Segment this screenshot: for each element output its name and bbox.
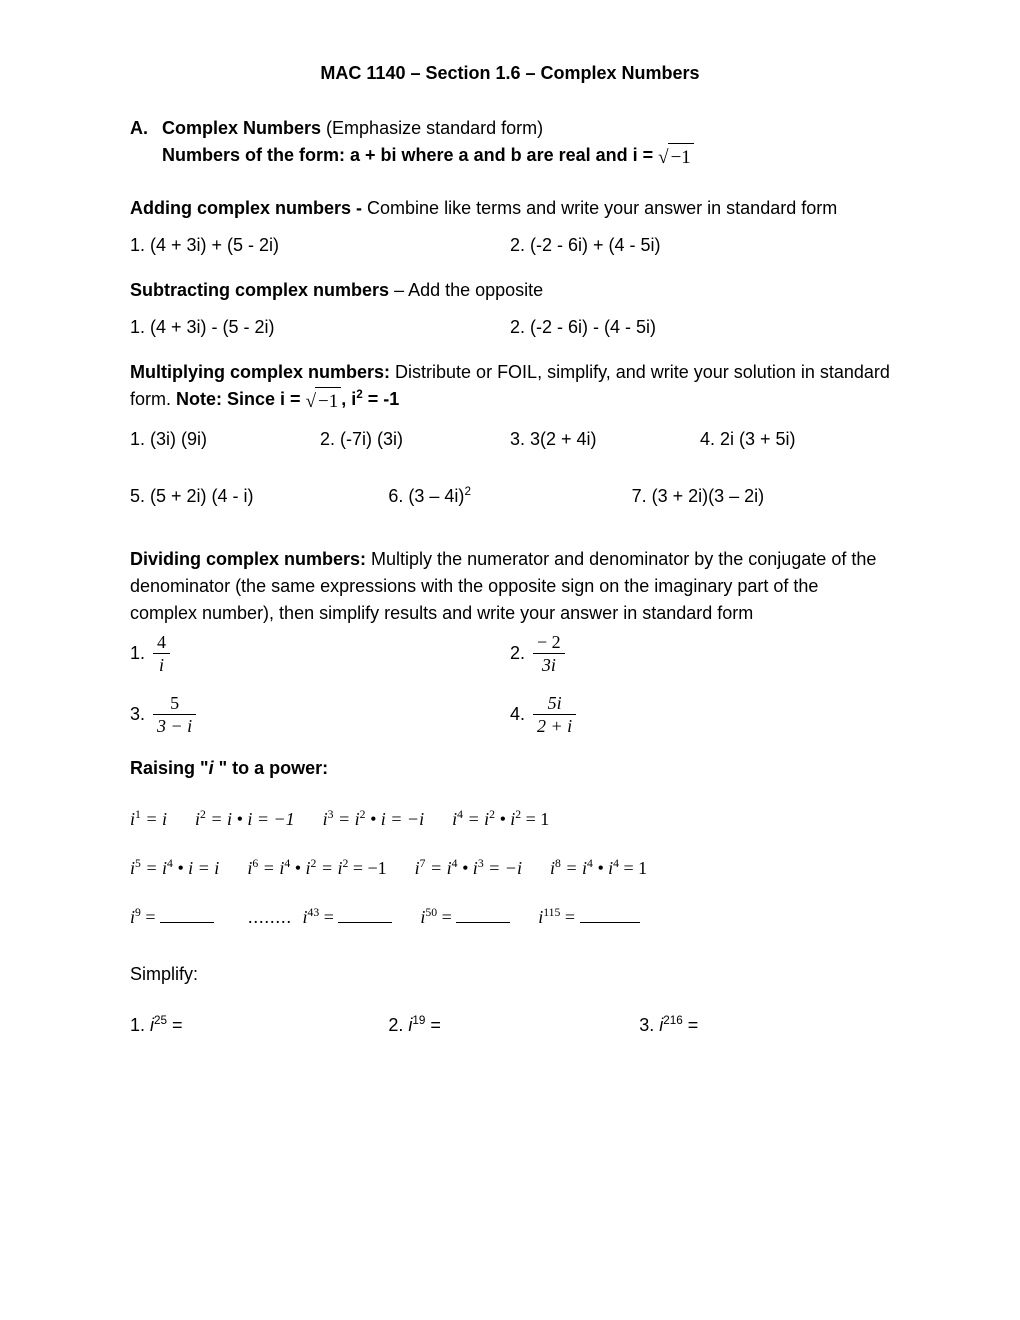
subtracting-head: Subtracting complex numbers – Add the op… xyxy=(130,277,890,304)
sqrt-neg1-2: −1 xyxy=(306,387,342,417)
div-row2: 3. 53 − i 4. 5i2 + i xyxy=(130,694,890,735)
div-row1: 1. 4i 2. − 23i xyxy=(130,633,890,674)
subtracting-problems: 1. (4 + 3i) - (5 - 2i) 2. (-2 - 6i) - (4… xyxy=(130,314,890,341)
pr3-d: i115 = xyxy=(538,904,639,931)
pr3-dots: ........ i43 = xyxy=(242,904,392,931)
adding-rest: Combine like terms and write your answer… xyxy=(367,198,837,218)
simplify-row: 1. i25 = 2. i19 = 3. i216 = xyxy=(130,1012,890,1039)
pr1-b: i2 = i • i = −1 xyxy=(195,806,295,833)
mult-r2-3: 7. (3 + 2i)(3 – 2i) xyxy=(632,483,890,510)
complex-numbers-label: Complex Numbers xyxy=(162,118,321,138)
mult-r2-1: 5. (5 + 2i) (4 - i) xyxy=(130,483,388,510)
section-a-line1: Complex Numbers (Emphasize standard form… xyxy=(162,115,890,142)
div-item-4: 4. 5i2 + i xyxy=(510,694,890,735)
div-item-3: 3. 53 − i xyxy=(130,694,510,735)
subtracting-p1: 1. (4 + 3i) - (5 - 2i) xyxy=(130,314,510,341)
pr3-a: i9 = xyxy=(130,904,214,931)
sqrt-neg1: −1 xyxy=(658,143,694,173)
mult-r1-4: 4. 2i (3 + 5i) xyxy=(700,426,890,453)
power-row-1: i1 = i i2 = i • i = −1 i3 = i2 • i = −i … xyxy=(130,806,890,833)
mult-r1-1: 1. (3i) (9i) xyxy=(130,426,320,453)
subtracting-rest: – Add the opposite xyxy=(389,280,543,300)
pr1-d: i4 = i2 • i2 = 1 xyxy=(452,806,549,833)
power-row-2: i5 = i4 • i = i i6 = i4 • i2 = i2 = −1 i… xyxy=(130,855,890,882)
adding-head: Adding complex numbers - Combine like te… xyxy=(130,195,890,222)
mult-row1: 1. (3i) (9i) 2. (-7i) (3i) 3. 3(2 + 4i) … xyxy=(130,426,890,453)
adding-p2: 2. (-2 - 6i) + (4 - 5i) xyxy=(510,232,890,259)
section-a-letter: A. xyxy=(130,115,162,173)
power-row-3: i9 = ........ i43 = i50 = i115 = xyxy=(130,904,890,931)
pr1-a: i1 = i xyxy=(130,806,167,833)
mult-row2: 5. (5 + 2i) (4 - i) 6. (3 – 4i)2 7. (3 +… xyxy=(130,483,890,510)
simplify-2: 2. i19 = xyxy=(388,1012,639,1039)
numbers-form-text: Numbers of the form: a + bi where a and … xyxy=(162,145,658,165)
section-a-rest: (Emphasize standard form) xyxy=(321,118,543,138)
dividing-bold: Dividing complex numbers: xyxy=(130,549,371,569)
adding-p1: 1. (4 + 3i) + (5 - 2i) xyxy=(130,232,510,259)
div-item-2: 2. − 23i xyxy=(510,633,890,674)
pr2-d: i8 = i4 • i4 = 1 xyxy=(550,855,647,882)
section-a: A. Complex Numbers (Emphasize standard f… xyxy=(130,115,890,173)
mult-r1-2: 2. (-7i) (3i) xyxy=(320,426,510,453)
simplify-3: 3. i216 = xyxy=(639,1012,890,1039)
page-title: MAC 1140 – Section 1.6 – Complex Numbers xyxy=(130,60,890,87)
mult-note-bold: Note: Since i = xyxy=(176,389,306,409)
simplify-1: 1. i25 = xyxy=(130,1012,388,1039)
subtracting-bold: Subtracting complex numbers xyxy=(130,280,389,300)
pr1-c: i3 = i2 • i = −i xyxy=(323,806,424,833)
mult-note-suffix: , i2 = -1 xyxy=(341,389,399,409)
dividing-head: Dividing complex numbers: Multiply the n… xyxy=(130,546,890,627)
section-a-line2: Numbers of the form: a + bi where a and … xyxy=(162,142,890,173)
mult-r2-2: 6. (3 – 4i)2 xyxy=(388,483,631,510)
multiplying-head: Multiplying complex numbers: Distribute … xyxy=(130,359,890,417)
adding-bold: Adding complex numbers - xyxy=(130,198,367,218)
simplify-head: Simplify: xyxy=(130,961,890,988)
pr2-a: i5 = i4 • i = i xyxy=(130,855,219,882)
mult-r1-3: 3. 3(2 + 4i) xyxy=(510,426,700,453)
pr2-c: i7 = i4 • i3 = −i xyxy=(415,855,522,882)
multiplying-bold: Multiplying complex numbers: xyxy=(130,362,395,382)
pr3-c: i50 = xyxy=(420,904,510,931)
adding-problems: 1. (4 + 3i) + (5 - 2i) 2. (-2 - 6i) + (4… xyxy=(130,232,890,259)
raising-head: Raising "i " to a power: xyxy=(130,755,890,782)
subtracting-p2: 2. (-2 - 6i) - (4 - 5i) xyxy=(510,314,890,341)
div-item-1: 1. 4i xyxy=(130,633,510,674)
pr2-b: i6 = i4 • i2 = i2 = −1 xyxy=(247,855,386,882)
